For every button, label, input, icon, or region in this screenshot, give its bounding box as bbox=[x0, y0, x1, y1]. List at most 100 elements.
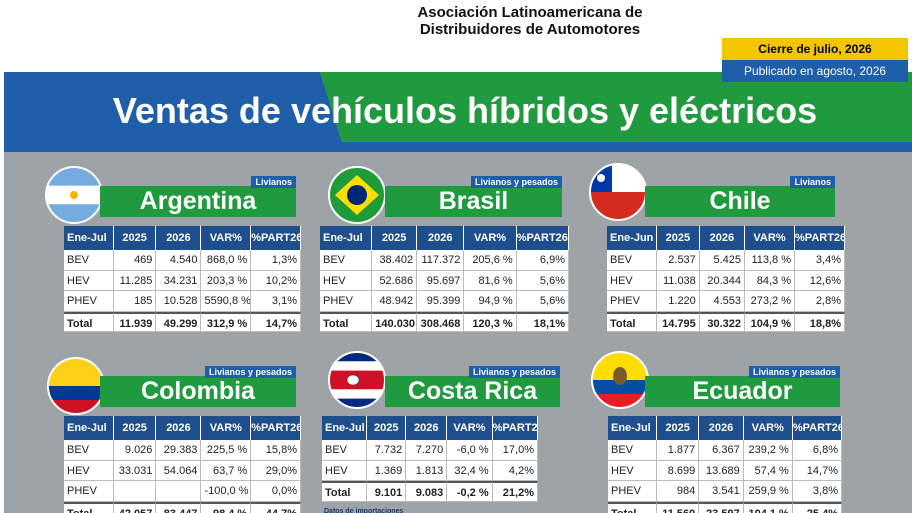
cell: 20.344 bbox=[699, 270, 746, 291]
cell: 14,7% bbox=[251, 311, 301, 332]
cell: 10.528 bbox=[156, 291, 202, 312]
cell: PHEV bbox=[607, 291, 657, 312]
cell: 6,8% bbox=[792, 440, 842, 461]
cell: 5.425 bbox=[699, 250, 746, 271]
column-header: Ene-Jul bbox=[64, 226, 114, 250]
cell: 84,3 % bbox=[745, 270, 795, 291]
cell: -6,0 % bbox=[447, 440, 493, 461]
cell: 469 bbox=[113, 250, 157, 271]
country-banner: Brasil bbox=[385, 186, 562, 217]
cell: 83.447 bbox=[156, 501, 202, 513]
cell: Total bbox=[608, 501, 658, 513]
cell: 203,3 % bbox=[201, 270, 252, 291]
cell: 11.038 bbox=[656, 270, 700, 291]
cell: PHEV bbox=[320, 291, 373, 312]
cell: 984 bbox=[657, 481, 700, 502]
cell: 94,9 % bbox=[464, 291, 517, 312]
cell: 273,2 % bbox=[745, 291, 795, 312]
cell: Total bbox=[64, 311, 114, 332]
column-header: 2025 bbox=[656, 226, 700, 250]
cell: 14,7% bbox=[792, 460, 842, 481]
badge: Livianos y pesados bbox=[468, 366, 560, 378]
cell: 49.299 bbox=[156, 311, 202, 332]
cell: 1.220 bbox=[656, 291, 700, 312]
cell: BEV bbox=[64, 440, 114, 461]
cell: 38.402 bbox=[372, 250, 418, 271]
cell: 57,4 % bbox=[743, 460, 793, 481]
cell: 185 bbox=[113, 291, 157, 312]
column-header: VAR% bbox=[201, 226, 252, 250]
cell: 52.686 bbox=[372, 270, 418, 291]
cell: BEV bbox=[320, 250, 373, 271]
cell: 48.942 bbox=[372, 291, 418, 312]
flag bbox=[591, 351, 649, 409]
cell: 54.064 bbox=[156, 460, 202, 481]
flag bbox=[589, 163, 647, 221]
cell: 312,9 % bbox=[201, 311, 252, 332]
cell: 6,9% bbox=[516, 250, 569, 271]
table: Ene-Jun BEV HEV PHEV Total 2025 2.537 11.038 1.2… bbox=[607, 226, 845, 332]
banner bbox=[4, 72, 912, 152]
cell: 5590,8 % bbox=[201, 291, 252, 312]
cell: 33.031 bbox=[113, 460, 157, 481]
column-header: 2026 bbox=[406, 416, 448, 440]
badge: Livianos y pesados bbox=[204, 366, 296, 378]
cell: 81,6 % bbox=[464, 270, 517, 291]
cell: HEV bbox=[607, 270, 657, 291]
cell: HEV bbox=[322, 460, 368, 481]
table: Ene-JulBEVHEVPHEVTotal20251.8778.6999841… bbox=[608, 416, 842, 513]
cell: 32,4 % bbox=[447, 460, 493, 481]
column-header: VAR% bbox=[745, 226, 795, 250]
cell: PHEV bbox=[64, 481, 114, 502]
column-header: Ene-Jul bbox=[322, 416, 368, 440]
org-line: Distribuidores de Automotores bbox=[419, 21, 641, 38]
cell: BEV bbox=[64, 250, 114, 271]
cell: 1.813 bbox=[406, 460, 448, 481]
cell: 0,0% bbox=[251, 481, 301, 502]
column-header: 2026 bbox=[156, 416, 202, 440]
cell: Total bbox=[607, 311, 657, 332]
cell: Total bbox=[322, 481, 368, 502]
cell: 18,8% bbox=[795, 311, 845, 332]
org-name: Asociación Latinoamericana de Distribuid… bbox=[380, 4, 680, 38]
cell: 239,2 % bbox=[743, 440, 793, 461]
table: Ene-Jul BEV HEV PHEV Total 2025 469 11.285 185 11… bbox=[64, 226, 301, 332]
country-banner: Costa Rica bbox=[385, 376, 560, 407]
cell: 25,4% bbox=[792, 501, 842, 513]
cell: 15,8% bbox=[251, 440, 301, 461]
cell bbox=[156, 481, 202, 502]
cell: 12,6% bbox=[795, 270, 845, 291]
cell: 3.541 bbox=[699, 481, 744, 502]
cell: 225,5 % bbox=[201, 440, 252, 461]
column-header: 2025 bbox=[113, 226, 157, 250]
cell: 18,1% bbox=[516, 311, 569, 332]
cell: HEV bbox=[608, 460, 658, 481]
badge: Livianos y pesados bbox=[470, 176, 562, 188]
column-header: 2026 bbox=[417, 226, 465, 250]
cell: 17,0% bbox=[492, 440, 538, 461]
cell: 308.468 bbox=[417, 311, 465, 332]
column-header: 2025 bbox=[372, 226, 418, 250]
cell: 30.322 bbox=[699, 311, 746, 332]
cell: 95.697 bbox=[417, 270, 465, 291]
flag bbox=[47, 357, 105, 415]
cell: 5,6% bbox=[516, 270, 569, 291]
cell: HEV bbox=[64, 460, 114, 481]
flag bbox=[45, 166, 103, 224]
column-header: VAR% bbox=[447, 416, 493, 440]
cell: BEV bbox=[608, 440, 658, 461]
country-banner: Argentina bbox=[100, 186, 296, 217]
cell: 11.939 bbox=[113, 311, 157, 332]
cell: HEV bbox=[64, 270, 114, 291]
cell: 9.026 bbox=[113, 440, 157, 461]
cell: 10,2% bbox=[251, 270, 301, 291]
cell: 11.285 bbox=[113, 270, 157, 291]
cell: 104,9 % bbox=[745, 311, 795, 332]
country-banner: Ecuador bbox=[645, 376, 840, 407]
cell: 4.540 bbox=[156, 250, 202, 271]
title: Ventas de vehículos híbridos y eléctrico… bbox=[112, 90, 818, 131]
cell: 9.083 bbox=[406, 481, 448, 502]
country-banner: Colombia bbox=[100, 376, 296, 407]
cell: -0,2 % bbox=[447, 481, 493, 502]
